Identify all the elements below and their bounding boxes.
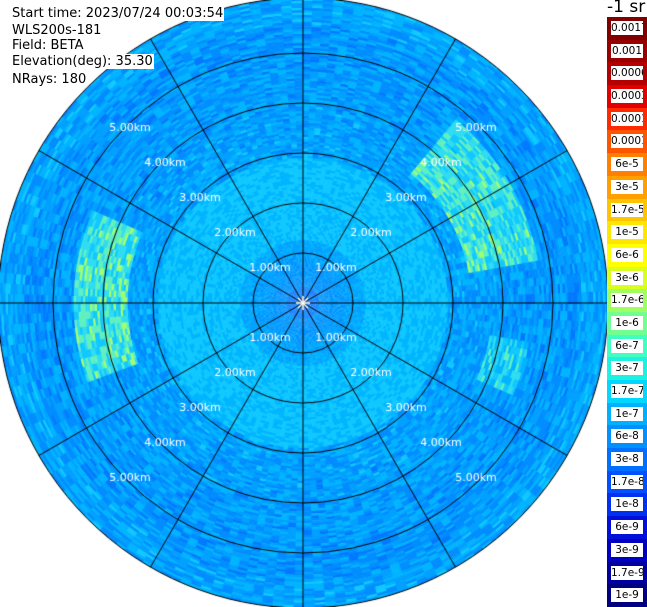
colorbar-swatch: 1e-8 — [607, 493, 647, 517]
colorbar-swatch: 1.7e-8 — [607, 470, 647, 494]
colorbar-tick-label: 3e-9 — [611, 542, 643, 557]
colorbar-tick-label: 0.0017 — [611, 21, 643, 35]
colorbar-swatch: 1e-6 — [607, 311, 647, 335]
colorbar-tick-label: 1.7e-5 — [611, 202, 643, 217]
colorbar-tick-label: 6e-8 — [611, 429, 643, 444]
colorbar-tick-label: 0.0003 — [611, 89, 643, 104]
colorbar-swatch: 0.0017 — [607, 17, 647, 40]
colorbar-swatch: 0.00017 — [607, 107, 647, 131]
elevation-label: Elevation(deg): 35.30 — [11, 54, 154, 69]
colorbar-swatch: 1e-5 — [607, 221, 647, 244]
colorbar-swatch: 3e-8 — [607, 448, 647, 471]
colorbar-tick-label: 1.7e-6 — [611, 293, 643, 308]
colorbar-tick-label: 6e-5 — [611, 157, 643, 172]
station-label: WLS200s-181 — [11, 23, 103, 38]
colorbar-tick-label: 1.7e-7 — [611, 384, 643, 398]
colorbar-tick-label: 6e-6 — [611, 247, 643, 262]
colorbar-swatch: 6e-7 — [607, 334, 647, 358]
colorbar-swatch: 1.7e-5 — [607, 198, 647, 222]
colorbar-swatch: 1.7e-7 — [607, 380, 647, 403]
colorbar-tick-label: 1.7e-9 — [611, 565, 643, 580]
start-time-label: Start time: 2023/07/24 00:03:54 — [11, 6, 225, 21]
colorbar-swatch: 6e-5 — [607, 153, 647, 176]
colorbar-tick-label: 1e-6 — [611, 315, 643, 330]
colorbar-swatch: 6e-8 — [607, 425, 647, 449]
colorbar-tick-label: 3e-5 — [611, 179, 643, 194]
colorbar-swatch: 3e-5 — [607, 175, 647, 199]
colorbar-swatch: 0.0003 — [607, 85, 647, 108]
colorbar-swatch: 1.7e-6 — [607, 289, 647, 312]
colorbar-tick-label: 3e-7 — [611, 361, 643, 376]
colorbar-swatch: 1e-9 — [607, 584, 647, 607]
colorbar-swatch: 3e-9 — [607, 538, 647, 562]
colorbar-tick-label: 1e-8 — [611, 497, 643, 512]
colorbar-swatch: 6e-9 — [607, 516, 647, 539]
colorbar-tick-label: 0.00017 — [611, 111, 643, 126]
colorbar-tick-label: 0.001 — [611, 43, 643, 58]
colorbar-swatch: 6e-6 — [607, 243, 647, 267]
colorbar-tick-label: 1e-9 — [611, 588, 643, 603]
field-label: Field: BETA — [11, 38, 85, 53]
colorbar-tick-label: 3e-8 — [611, 452, 643, 467]
colorbar-tick-label: 0.0001 — [611, 134, 643, 149]
colorbar-swatch: 0.001 — [607, 39, 647, 63]
colorbar-swatch: 0.0001 — [607, 130, 647, 154]
colorbar-swatch: 1.7e-9 — [607, 561, 647, 585]
colorbar-tick-label: 6e-9 — [611, 520, 643, 535]
colorbar-tick-label: 3e-6 — [611, 270, 643, 285]
colorbar-tick-label: 6e-7 — [611, 338, 643, 353]
colorbar-swatch: 3e-7 — [607, 357, 647, 380]
colorbar-tick-label: 1e-5 — [611, 225, 643, 240]
colorbar-swatch: 1e-7 — [607, 402, 647, 426]
nrays-label: NRays: 180 — [11, 72, 88, 87]
colorbar-swatch: 3e-6 — [607, 266, 647, 290]
colorbar-tick-label: 1e-7 — [611, 406, 643, 421]
colorbar-unit-label: -1 sr — [607, 0, 646, 17]
colorbar-tick-label: 1.7e-8 — [611, 474, 643, 489]
